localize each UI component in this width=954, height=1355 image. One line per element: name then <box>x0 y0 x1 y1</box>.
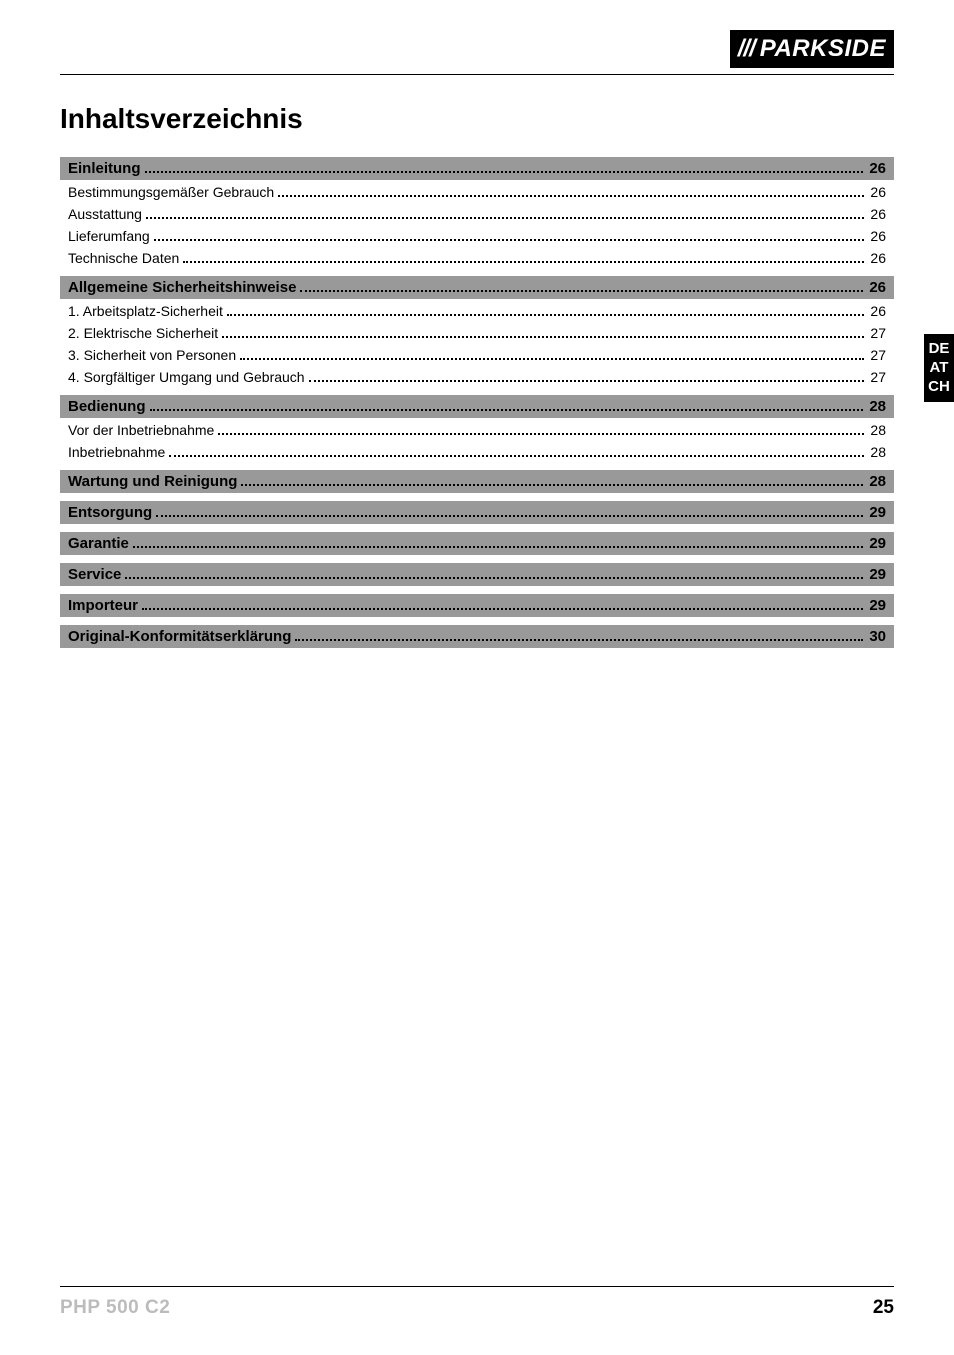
toc-entry-title: Inbetriebnahme <box>68 444 165 460</box>
toc-entry-title: Ausstattung <box>68 206 142 222</box>
toc-entry-page: 26 <box>868 250 886 266</box>
toc-entry-page: 27 <box>868 347 886 363</box>
toc-entry-title: Bestimmungsgemäßer Gebrauch <box>68 184 274 200</box>
toc-leader <box>218 427 864 435</box>
toc-entry-title: 1. Arbeitsplatz-Sicherheit <box>68 303 223 319</box>
toc-section-title: Service <box>68 566 121 583</box>
brand-logo: /// PARKSIDE <box>730 30 894 68</box>
toc-entry-title: 2. Elektrische Sicherheit <box>68 325 218 341</box>
toc-leader <box>183 255 864 263</box>
toc-section-title: Original-Konformitätserklärung <box>68 628 291 645</box>
toc-entry: Bestimmungsgemäßer Gebrauch 26 <box>60 180 894 202</box>
toc-leader <box>227 308 865 316</box>
toc-section-page: 28 <box>867 473 886 490</box>
toc-section-page: 29 <box>867 535 886 552</box>
toc-entry-title: Technische Daten <box>68 250 179 266</box>
locale-code: CH <box>928 378 950 397</box>
toc-entry: 2. Elektrische Sicherheit 27 <box>60 321 894 343</box>
toc-entry-title: Lieferumfang <box>68 228 150 244</box>
toc-entry-page: 27 <box>868 325 886 341</box>
toc-section-page: 29 <box>867 566 886 583</box>
page-title: Inhaltsverzeichnis <box>60 103 894 135</box>
toc-section-page: 26 <box>867 160 886 177</box>
toc-leader <box>145 164 864 173</box>
toc-leader <box>125 570 863 579</box>
toc-leader <box>300 283 863 292</box>
toc-leader <box>142 601 863 610</box>
toc-section-title: Bedienung <box>68 398 146 415</box>
toc-section-heading: Einleitung 26 <box>60 157 894 180</box>
toc-leader <box>278 189 864 197</box>
toc-entry: Ausstattung 26 <box>60 202 894 224</box>
logo-name: PARKSIDE <box>760 35 886 63</box>
toc-entry-title: 3. Sicherheit von Personen <box>68 347 236 363</box>
toc-entry-page: 26 <box>868 303 886 319</box>
toc-leader <box>240 352 864 360</box>
toc-entry: 3. Sicherheit von Personen 27 <box>60 343 894 365</box>
toc-section-page: 29 <box>867 504 886 521</box>
header-divider <box>60 74 894 75</box>
toc-section-heading: Allgemeine Sicherheitshinweise 26 <box>60 276 894 299</box>
toc: Einleitung 26 Bestimmungsgemäßer Gebrauch 2… <box>60 157 894 648</box>
toc-section-title: Wartung und Reinigung <box>68 473 237 490</box>
toc-section-heading: Garantie 29 <box>60 532 894 555</box>
toc-entry-page: 26 <box>868 184 886 200</box>
page: /// PARKSIDE Inhaltsverzeichnis Einleitu… <box>0 0 954 688</box>
toc-entry: 1. Arbeitsplatz-Sicherheit 26 <box>60 299 894 321</box>
toc-section-heading: Original-Konformitätserklärung 30 <box>60 625 894 648</box>
toc-entry-page: 28 <box>868 444 886 460</box>
toc-leader <box>241 477 863 486</box>
toc-section-page: 30 <box>867 628 886 645</box>
toc-section-page: 28 <box>867 398 886 415</box>
toc-entry-page: 26 <box>868 228 886 244</box>
locale-code: AT <box>928 359 950 378</box>
toc-leader <box>169 449 864 457</box>
toc-leader <box>146 211 864 219</box>
toc-section-page: 29 <box>867 597 886 614</box>
toc-entry: Technische Daten 26 <box>60 246 894 268</box>
toc-section-title: Einleitung <box>68 160 141 177</box>
toc-entry: 4. Sorgfältiger Umgang und Gebrauch 27 <box>60 365 894 387</box>
toc-section-title: Allgemeine Sicherheitshinweise <box>68 279 296 296</box>
logo-bar: /// PARKSIDE <box>60 30 894 68</box>
footer-model: PHP 500 C2 <box>60 1297 170 1319</box>
toc-section-heading: Wartung und Reinigung 28 <box>60 470 894 493</box>
toc-section-title: Garantie <box>68 535 129 552</box>
logo-slashes-icon: /// <box>738 35 755 63</box>
locale-side-tab: DEATCH <box>924 334 954 402</box>
toc-entry: Lieferumfang 26 <box>60 224 894 246</box>
toc-entry-page: 28 <box>868 422 886 438</box>
toc-leader <box>156 508 863 517</box>
footer-page-number: 25 <box>873 1297 894 1319</box>
toc-section-title: Importeur <box>68 597 138 614</box>
toc-section-heading: Service 29 <box>60 563 894 586</box>
toc-leader <box>154 233 865 241</box>
toc-leader <box>309 374 865 382</box>
toc-section-page: 26 <box>867 279 886 296</box>
page-footer: PHP 500 C2 25 <box>60 1286 894 1319</box>
toc-entry: Vor der Inbetriebnahme 28 <box>60 418 894 440</box>
toc-section-heading: Importeur 29 <box>60 594 894 617</box>
toc-entry-title: 4. Sorgfältiger Umgang und Gebrauch <box>68 369 305 385</box>
toc-entry-page: 27 <box>868 369 886 385</box>
toc-section-heading: Entsorgung 29 <box>60 501 894 524</box>
toc-entry: Inbetriebnahme 28 <box>60 440 894 462</box>
toc-entry-page: 26 <box>868 206 886 222</box>
toc-leader <box>222 330 864 338</box>
toc-leader <box>150 402 864 411</box>
toc-leader <box>133 539 863 548</box>
toc-section-title: Entsorgung <box>68 504 152 521</box>
toc-leader <box>295 632 863 641</box>
toc-section-heading: Bedienung 28 <box>60 395 894 418</box>
locale-code: DE <box>928 340 950 359</box>
toc-entry-title: Vor der Inbetriebnahme <box>68 422 214 438</box>
